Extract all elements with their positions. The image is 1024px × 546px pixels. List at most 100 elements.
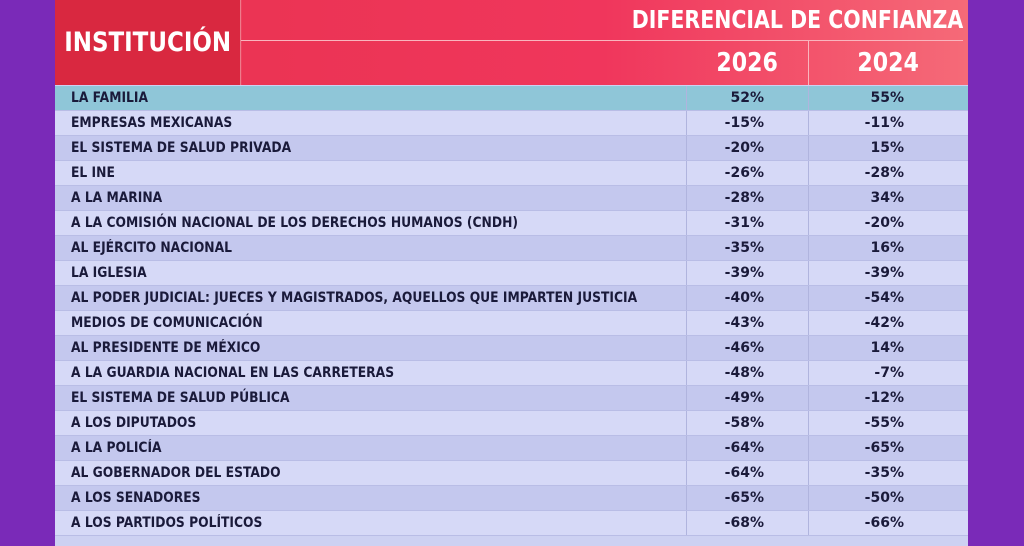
cell-text: -43% [724, 315, 764, 331]
institution-cell: LA FAMILIA [55, 86, 686, 110]
value-cell: 14% [809, 336, 968, 360]
cell-text: -31% [724, 215, 764, 231]
table-row: MEDIOS DE COMUNICACIÓN -43% -42% [55, 311, 968, 336]
value-cell: -65% [809, 436, 968, 460]
cell-text: -55% [864, 415, 904, 431]
institution-cell: EL SISTEMA DE SALUD PRIVADA [55, 136, 686, 160]
cell-text: -39% [864, 265, 904, 281]
value-cell: 16% [809, 236, 968, 260]
cell-text: -54% [864, 290, 904, 306]
table-row: AL PRESIDENTE DE MÉXICO -46% 14% [55, 336, 968, 361]
value-cell: -66% [809, 511, 968, 535]
cell-text: EL SISTEMA DE SALUD PÚBLICA [71, 390, 290, 406]
cell-text: 34% [870, 190, 904, 206]
cell-text: LA IGLESIA [71, 265, 147, 281]
value-cell: 52% [686, 86, 809, 110]
value-cell: -54% [809, 286, 968, 310]
value-cell: -35% [809, 461, 968, 485]
institution-cell: AL PODER JUDICIAL: JUECES Y MAGISTRADOS,… [55, 286, 686, 310]
institution-cell: AL EJÉRCITO NACIONAL [55, 236, 686, 260]
cell-text: -35% [724, 240, 764, 256]
cell-text: 16% [870, 240, 904, 256]
table-row: A LA POLICÍA -64% -65% [55, 436, 968, 461]
cell-text: -7% [874, 365, 904, 381]
cell-text: -66% [864, 515, 904, 531]
value-cell: -26% [686, 161, 809, 185]
cell-text: A LOS DIPUTADOS [71, 415, 197, 431]
value-cell: -7% [809, 361, 968, 385]
value-cell: -20% [686, 136, 809, 160]
header-text: INSTITUCIÓN [64, 27, 232, 58]
value-cell: -35% [686, 236, 809, 260]
institution-cell: A LA COMISIÓN NACIONAL DE LOS DERECHOS H… [55, 211, 686, 235]
value-cell: -28% [809, 161, 968, 185]
cell-text: -28% [724, 190, 764, 206]
cell-text: AL PRESIDENTE DE MÉXICO [71, 340, 261, 356]
cell-text: -42% [864, 315, 904, 331]
table-row: A LA COMISIÓN NACIONAL DE LOS DERECHOS H… [55, 211, 968, 236]
cell-text: LA FAMILIA [71, 90, 149, 106]
cell-text: -28% [864, 165, 904, 181]
cell-text: 14% [870, 340, 904, 356]
value-cell: -31% [686, 211, 809, 235]
cell-text: 15% [870, 140, 904, 156]
value-cell: -43% [686, 311, 809, 335]
table-row: A LOS PARTIDOS POLÍTICOS -68% -66% [55, 511, 968, 536]
cell-text: A LA GUARDIA NACIONAL EN LAS CARRETERAS [71, 365, 395, 381]
cell-text: A LA COMISIÓN NACIONAL DE LOS DERECHOS H… [71, 215, 519, 231]
table-row: A LA MARINA -28% 34% [55, 186, 968, 211]
table-row: EL SISTEMA DE SALUD PRIVADA -20% 15% [55, 136, 968, 161]
cell-text: -64% [724, 465, 764, 481]
cell-text: -35% [864, 465, 904, 481]
table-row: AL GOBERNADOR DEL ESTADO -64% -35% [55, 461, 968, 486]
institution-cell: MEDIOS DE COMUNICACIÓN [55, 311, 686, 335]
table-row: EL SISTEMA DE SALUD PÚBLICA -49% -12% [55, 386, 968, 411]
institution-cell: A LA POLICÍA [55, 436, 686, 460]
cell-text: A LA POLICÍA [71, 440, 162, 456]
value-cell: -46% [686, 336, 809, 360]
cell-text: -26% [724, 165, 764, 181]
header-text: 2024 [857, 48, 920, 78]
value-cell: -50% [809, 486, 968, 510]
value-cell: -58% [686, 411, 809, 435]
value-cell: 34% [809, 186, 968, 210]
table-header: INSTITUCIÓN DIFERENCIAL DE CONFIANZA 202… [55, 0, 968, 85]
institution-cell: AL GOBERNADOR DEL ESTADO [55, 461, 686, 485]
cell-text: -64% [724, 440, 764, 456]
cell-text: -50% [864, 490, 904, 506]
cell-text: AL PODER JUDICIAL: JUECES Y MAGISTRADOS,… [71, 290, 638, 306]
table-body: LA FAMILIA 52% 55% EMPRESAS MEXICANAS -15% -1… [55, 86, 968, 536]
value-cell: -20% [809, 211, 968, 235]
cell-text: -20% [724, 140, 764, 156]
cell-text: A LOS SENADORES [71, 490, 201, 506]
value-cell: -11% [809, 111, 968, 135]
value-cell: -12% [809, 386, 968, 410]
institution-cell: A LOS DIPUTADOS [55, 411, 686, 435]
value-cell: -40% [686, 286, 809, 310]
cell-text: EMPRESAS MEXICANAS [71, 115, 233, 131]
institution-cell: A LOS SENADORES [55, 486, 686, 510]
cell-text: AL GOBERNADOR DEL ESTADO [71, 465, 281, 481]
value-cell: -28% [686, 186, 809, 210]
institution-cell: EMPRESAS MEXICANAS [55, 111, 686, 135]
institution-cell: LA IGLESIA [55, 261, 686, 285]
cell-text: -65% [864, 440, 904, 456]
cell-text: EL INE [71, 165, 115, 181]
value-cell: -42% [809, 311, 968, 335]
value-cell: -65% [686, 486, 809, 510]
cell-text: MEDIOS DE COMUNICACIÓN [71, 315, 263, 331]
table-row: A LA GUARDIA NACIONAL EN LAS CARRETERAS -… [55, 361, 968, 386]
table-row: EMPRESAS MEXICANAS -15% -11% [55, 111, 968, 136]
table-row: EL INE -26% -28% [55, 161, 968, 186]
value-cell: -48% [686, 361, 809, 385]
cell-text: 55% [870, 90, 904, 106]
table-row: AL EJÉRCITO NACIONAL -35% 16% [55, 236, 968, 261]
cell-text: -15% [724, 115, 764, 131]
cell-text: -49% [724, 390, 764, 406]
institution-cell: A LA MARINA [55, 186, 686, 210]
cell-text: A LA MARINA [71, 190, 163, 206]
institution-header: INSTITUCIÓN [55, 0, 242, 85]
cell-text: -20% [864, 215, 904, 231]
cell-text: AL EJÉRCITO NACIONAL [71, 240, 233, 256]
